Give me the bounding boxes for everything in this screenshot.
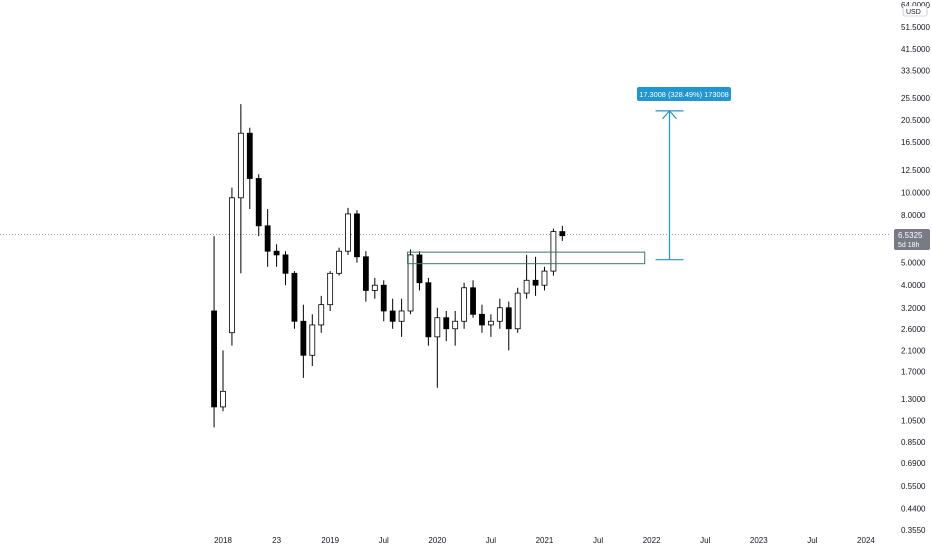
candle	[559, 225, 566, 241]
candle	[523, 254, 530, 299]
price-tick-label: 0.4400	[901, 504, 926, 513]
time-tick-label: Jul	[807, 536, 817, 545]
price-tick-label: 16.5000	[901, 138, 930, 147]
price-tick-label: 1.3000	[901, 395, 926, 404]
price-tick-label: 3.2000	[901, 304, 926, 313]
price-tick-label: 10.0000	[901, 189, 930, 198]
time-tick-label: Jul	[379, 536, 389, 545]
candle	[309, 314, 316, 366]
candle	[514, 287, 521, 333]
currency-badge: USD	[902, 5, 928, 17]
candle	[407, 249, 414, 315]
time-tick-label: 2021	[536, 536, 554, 545]
candlestick-series	[211, 104, 566, 428]
time-tick-label: 2020	[428, 536, 446, 545]
time-tick-label: 2023	[750, 536, 768, 545]
price-tick-label: 0.6900	[901, 459, 926, 468]
candle	[264, 209, 271, 267]
price-tick-label: 33.5000	[901, 66, 930, 75]
candle	[461, 282, 468, 329]
price-tick-label: 1.0500	[901, 416, 926, 425]
candle	[300, 304, 307, 378]
candle	[220, 350, 226, 412]
bar-countdown: 5d 18h	[898, 242, 920, 249]
candle	[371, 277, 378, 299]
price-tick-label: 0.5500	[901, 482, 926, 491]
price-axis[interactable]: 64.0000 51.5000 41.5000 33.5000 25.5000 20.50…	[901, 1, 930, 535]
last-price-badge: 6.5325 5d 18h	[894, 229, 930, 250]
candle	[443, 310, 450, 342]
price-tick-label: 41.5000	[901, 45, 930, 54]
candle	[505, 301, 512, 351]
price-tick-label: 4.0000	[901, 281, 926, 290]
candle	[389, 298, 396, 329]
candle	[470, 280, 476, 318]
price-tick-label: 2.6000	[901, 325, 926, 334]
time-tick-label: Jul	[700, 536, 710, 545]
time-tick-label: Jul	[486, 536, 496, 545]
candle	[362, 251, 369, 302]
candle	[479, 304, 485, 333]
candle	[336, 247, 342, 276]
drawings	[407, 109, 684, 265]
price-tick-label: 12.5000	[901, 166, 930, 175]
candle	[282, 251, 289, 286]
candle	[398, 298, 405, 337]
candle	[541, 266, 548, 291]
price-tick-label: 0.3550	[901, 526, 926, 535]
candle	[354, 210, 360, 263]
candle	[532, 256, 539, 296]
price-tick-label: 0.8500	[901, 438, 926, 447]
price-tick-label: 8.0000	[901, 211, 926, 220]
time-tick-label: 2019	[321, 536, 339, 545]
time-tick-label: Jul	[593, 536, 603, 545]
time-axis[interactable]: 2018 23 2019 Jul 2020 Jul 2021 Jul 2022 Jul 2023 Ju…	[214, 536, 875, 545]
candle	[345, 207, 351, 255]
time-tick-label: 2022	[643, 536, 661, 545]
candle	[246, 127, 253, 210]
measure-label[interactable]: 17.3008 (328.49%) 173008	[637, 87, 731, 101]
currency-label: USD	[906, 9, 921, 16]
candle	[380, 280, 387, 322]
price-tick-label: 1.7000	[901, 368, 926, 377]
candle	[291, 271, 298, 329]
price-tick-label: 2.1000	[901, 346, 926, 355]
candle	[273, 244, 280, 267]
candle	[229, 187, 235, 346]
measure-arrow[interactable]	[655, 109, 684, 261]
price-tick-label: 25.5000	[901, 94, 930, 103]
candle	[434, 307, 441, 388]
candle	[327, 271, 334, 311]
price-tick-label: 5.0000	[901, 259, 926, 268]
price-tick-label: 20.5000	[901, 116, 930, 125]
price-tick-label: 64.0000	[901, 1, 930, 10]
candle	[237, 104, 244, 274]
time-tick-label: 2018	[214, 536, 232, 545]
candle	[255, 174, 262, 237]
measure-label-text: 17.3008 (328.49%) 173008	[639, 90, 729, 99]
last-price-value: 6.5325	[898, 231, 923, 240]
candle	[452, 310, 459, 346]
candle	[416, 251, 423, 291]
candle	[487, 314, 494, 337]
candle	[211, 236, 217, 428]
candle	[496, 298, 503, 329]
price-tick-label: 51.5000	[901, 23, 930, 32]
candle	[425, 277, 432, 346]
candle	[318, 295, 325, 333]
resistance-zone[interactable]	[407, 251, 646, 265]
time-tick-label: 23	[272, 536, 281, 545]
time-tick-label: 2024	[857, 536, 875, 545]
